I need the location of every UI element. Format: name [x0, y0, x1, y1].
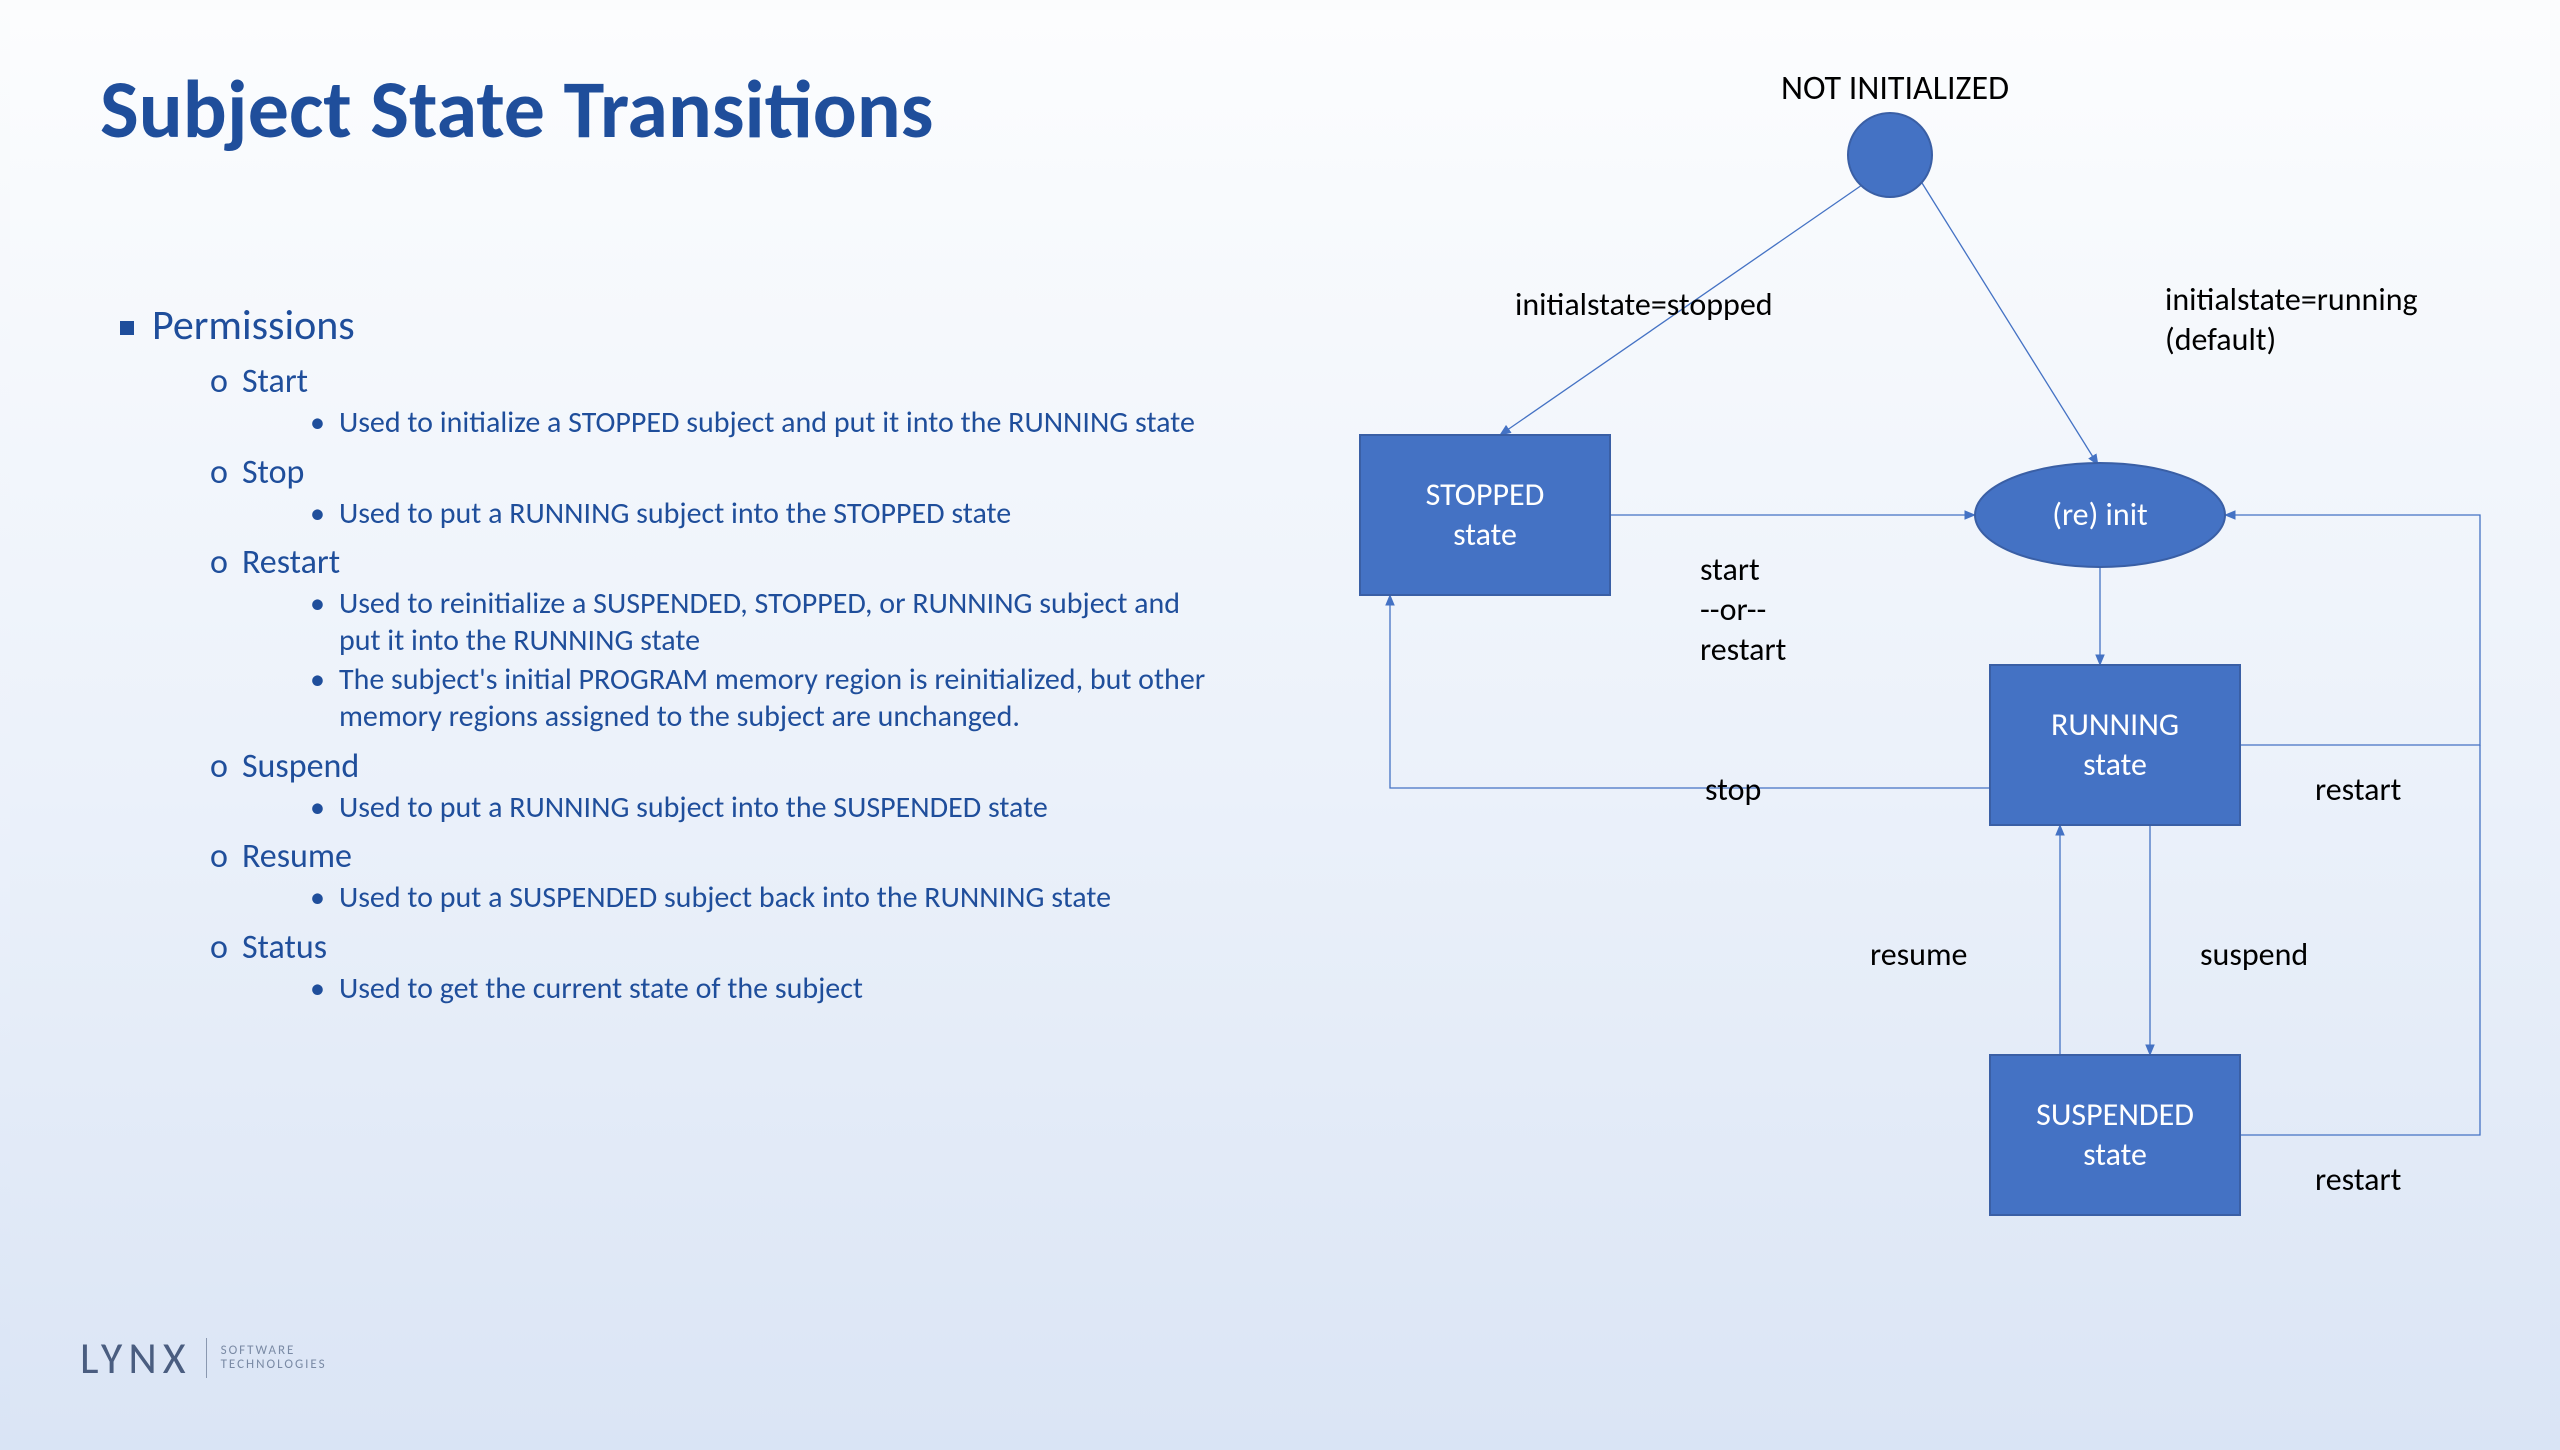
- slide-title: Subject State Transitions: [100, 60, 934, 160]
- circle-bullet-icon: o: [210, 746, 228, 787]
- content-area: Permissions oStart•Used to initialize a …: [120, 300, 1220, 1008]
- svg-text:suspend: suspend: [2200, 935, 2308, 974]
- svg-text:state: state: [2083, 1135, 2147, 1174]
- permission-desc: • Used to put a RUNNING subject into the …: [310, 496, 1220, 533]
- permission-desc-text: Used to get the current state of the sub…: [339, 971, 863, 1008]
- svg-text:STOPPED: STOPPED: [1426, 475, 1545, 514]
- circle-bullet-icon: o: [210, 361, 228, 402]
- permission-desc-text: The subject's initial PROGRAM memory reg…: [339, 662, 1220, 735]
- svg-text:state: state: [1453, 515, 1517, 554]
- logo: LYNX SOFTWARE TECHNOLOGIES: [80, 1331, 327, 1385]
- svg-text:restart: restart: [1700, 630, 1787, 669]
- svg-text:resume: resume: [1870, 935, 1967, 974]
- svg-text:--or--: --or--: [1700, 590, 1766, 629]
- dot-bullet-icon: •: [310, 586, 325, 623]
- permission-item: o Stop: [210, 452, 1220, 493]
- slide: Subject State Transitions Permissions oS…: [10, 10, 2550, 1430]
- permission-desc-text: Used to put a SUSPENDED subject back int…: [339, 880, 1111, 917]
- state-diagram: initialstate=stopped initialstate=running…: [1230, 45, 2510, 1365]
- svg-text:(default): (default): [2165, 320, 2276, 359]
- permission-desc-text: Used to initialize a STOPPED subject and…: [339, 405, 1195, 442]
- dot-bullet-icon: •: [310, 405, 325, 442]
- permission-name: Start: [242, 361, 308, 402]
- heading-row: Permissions: [120, 300, 1220, 351]
- permission-item: o Resume: [210, 836, 1220, 877]
- svg-text:restart: restart: [2315, 770, 2402, 809]
- permission-desc: • Used to get the current state of the su…: [310, 971, 1220, 1008]
- svg-text:RUNNING: RUNNING: [2051, 705, 2179, 744]
- svg-text:SUSPENDED: SUSPENDED: [2036, 1095, 2194, 1134]
- dot-bullet-icon: •: [310, 790, 325, 827]
- permission-name: Resume: [242, 836, 352, 877]
- permission-item: o Status: [210, 927, 1220, 968]
- circle-bullet-icon: o: [210, 836, 228, 877]
- svg-text:(re) init: (re) init: [2052, 495, 2148, 534]
- heading-text: Permissions: [152, 300, 355, 351]
- svg-text:restart: restart: [2315, 1160, 2402, 1199]
- permission-desc: • Used to put a RUNNING subject into the …: [310, 790, 1220, 827]
- permission-desc-text: Used to put a RUNNING subject into the S…: [339, 496, 1011, 533]
- svg-text:initialstate=stopped: initialstate=stopped: [1515, 285, 1773, 324]
- svg-text:state: state: [2083, 745, 2147, 784]
- svg-text:initialstate=running: initialstate=running: [2165, 280, 2418, 319]
- permission-name: Status: [242, 927, 327, 968]
- circle-bullet-icon: o: [210, 542, 228, 583]
- dot-bullet-icon: •: [310, 496, 325, 533]
- svg-text:NOT INITIALIZED: NOT INITIALIZED: [1781, 68, 2009, 109]
- permission-item: o Start: [210, 361, 1220, 402]
- circle-bullet-icon: o: [210, 927, 228, 968]
- permission-desc: • The subject's initial PROGRAM memory re…: [310, 662, 1220, 735]
- logo-text: LYNX: [80, 1331, 192, 1385]
- dot-bullet-icon: •: [310, 662, 325, 699]
- dot-bullet-icon: •: [310, 880, 325, 917]
- square-bullet-icon: [120, 321, 134, 335]
- permission-name: Suspend: [242, 746, 359, 787]
- permission-desc: • Used to reinitialize a SUSPENDED, STOPP…: [310, 586, 1220, 659]
- svg-text:start: start: [1700, 550, 1760, 589]
- svg-text:stop: stop: [1705, 770, 1761, 809]
- permission-item: o Suspend: [210, 746, 1220, 787]
- logo-subtitle: SOFTWARE TECHNOLOGIES: [221, 1344, 327, 1373]
- permission-desc-text: Used to put a RUNNING subject into the S…: [339, 790, 1048, 827]
- permission-item: o Restart: [210, 542, 1220, 583]
- dot-bullet-icon: •: [310, 971, 325, 1008]
- permission-name: Restart: [242, 542, 340, 583]
- permission-desc: • Used to initialize a STOPPED subject an…: [310, 405, 1220, 442]
- permission-desc: • Used to put a SUSPENDED subject back in…: [310, 880, 1220, 917]
- circle-bullet-icon: o: [210, 452, 228, 493]
- logo-separator: [206, 1338, 207, 1378]
- permission-name: Stop: [242, 452, 304, 493]
- permission-desc-text: Used to reinitialize a SUSPENDED, STOPPE…: [339, 586, 1220, 659]
